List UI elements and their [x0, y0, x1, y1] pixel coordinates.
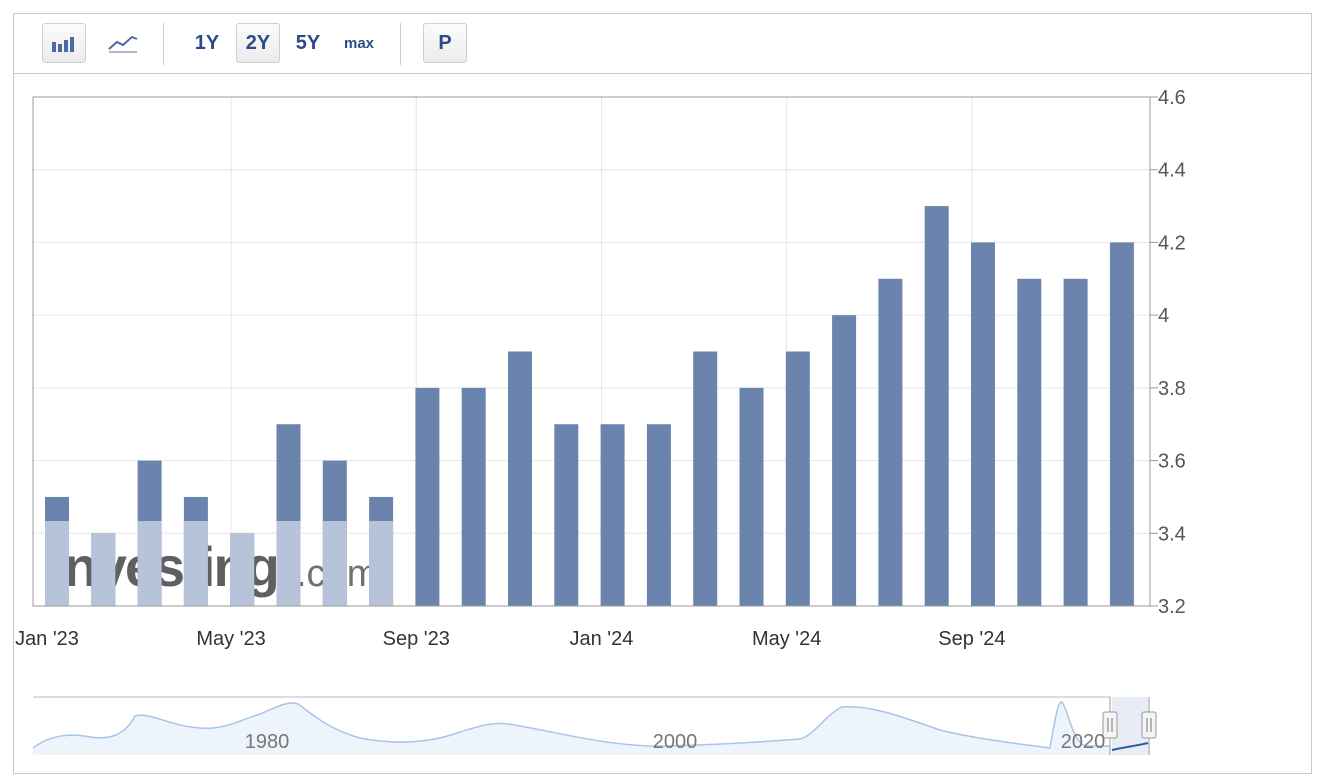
- x-tick-label: Jan '24: [570, 628, 634, 650]
- range-button-5y[interactable]: 5Y: [295, 31, 321, 54]
- x-axis-ticks: Jan '23 May '23 Sep '23 Jan '24 May '24 Sep '…: [15, 628, 1005, 650]
- toolbar-separator: [400, 23, 401, 65]
- bar-overlay: [183, 521, 208, 606]
- navigator-year-label: 2020: [1061, 731, 1106, 753]
- navigator-selected-line: [1111, 742, 1149, 751]
- navigator-area: [33, 701, 1110, 755]
- bar: [878, 278, 903, 606]
- y-tick-label: 4.6: [1158, 87, 1186, 109]
- bar-overlay: [91, 533, 116, 606]
- bar: [971, 242, 995, 606]
- bar: [924, 206, 949, 607]
- navigator-handle[interactable]: [1141, 711, 1157, 739]
- y-tick-label: 3.6: [1158, 451, 1186, 473]
- y-tick-label: 4.4: [1158, 160, 1186, 182]
- bar: [554, 424, 579, 606]
- bar: [461, 387, 486, 606]
- navigator-line: [32, 701, 1110, 749]
- bar-series: [45, 206, 1134, 607]
- bar: [646, 424, 671, 606]
- y-axis-ticks: 3.2 3.4 3.6 3.8 4 4.2 4.4 4.6: [1150, 87, 1186, 618]
- y-tick-label: 3.4: [1158, 523, 1186, 545]
- y-tick-label: 3.2: [1158, 596, 1186, 618]
- navigator-handle[interactable]: [1102, 711, 1118, 739]
- bar-overlay: [369, 521, 394, 606]
- bar: [600, 424, 625, 606]
- y-tick-label: 4.2: [1158, 232, 1186, 254]
- bar-chart-button[interactable]: [42, 23, 86, 63]
- bar: [1017, 278, 1042, 606]
- line-chart-icon: [108, 35, 138, 53]
- range-navigator[interactable]: 1980 2000 2020: [32, 696, 1157, 755]
- x-tick-label: Sep '24: [938, 628, 1005, 650]
- toolbar-separator: [163, 23, 164, 65]
- x-tick-label: Sep '23: [383, 628, 450, 650]
- bar-overlay: [230, 533, 255, 606]
- range-button-1y[interactable]: 1Y: [194, 31, 220, 54]
- navigator-year-label: 1980: [245, 731, 290, 753]
- bar: [1063, 278, 1088, 606]
- y-tick-label: 3.8: [1158, 378, 1186, 400]
- x-tick-label: Jan '23: [15, 628, 79, 650]
- bar-overlay: [276, 521, 301, 606]
- bar: [739, 387, 764, 606]
- chart-axes: [32, 96, 1151, 607]
- bar: [832, 315, 857, 606]
- bar-overlay: [322, 521, 347, 606]
- bar: [508, 351, 532, 606]
- bar: [693, 351, 718, 606]
- chart-toolbar: 1Y 2Y 5Y max P: [13, 13, 1312, 74]
- line-chart-button[interactable]: [101, 23, 145, 63]
- chart-frame: [13, 13, 1312, 774]
- bar: [415, 387, 440, 606]
- bar-chart-icon: [52, 37, 74, 52]
- x-tick-label: May '23: [196, 628, 265, 650]
- range-button-max[interactable]: max: [343, 34, 375, 52]
- bar: [785, 351, 810, 606]
- y-tick-label: 4: [1158, 305, 1169, 327]
- bar-overlay: [45, 521, 69, 606]
- navigator-year-label: 2000: [653, 731, 698, 753]
- x-tick-label: May '24: [752, 628, 821, 650]
- bar-overlay: [137, 521, 162, 606]
- bar: [1109, 242, 1134, 606]
- range-button-2y[interactable]: 2Y: [236, 23, 280, 63]
- plot-border: [32, 96, 1151, 607]
- p-button[interactable]: P: [423, 23, 467, 63]
